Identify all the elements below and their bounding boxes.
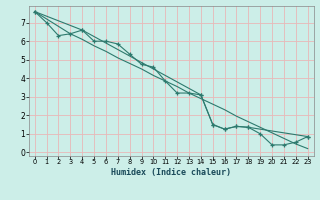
X-axis label: Humidex (Indice chaleur): Humidex (Indice chaleur) xyxy=(111,168,231,177)
